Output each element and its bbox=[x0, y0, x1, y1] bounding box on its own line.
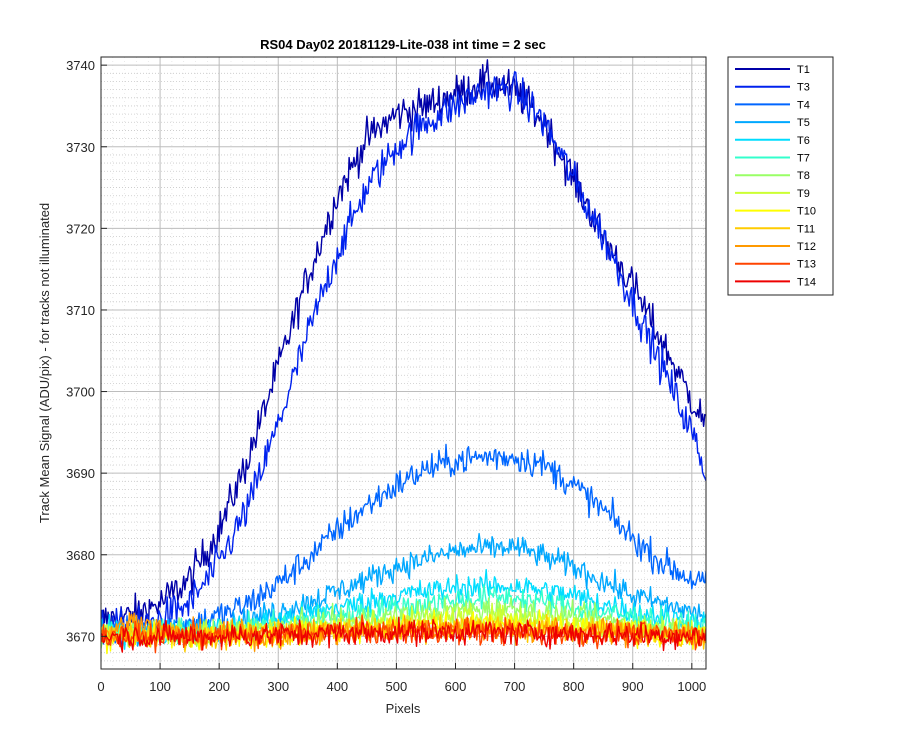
series-lines bbox=[101, 59, 706, 655]
x-tick-label: 0 bbox=[97, 679, 104, 694]
x-tick-label: 400 bbox=[326, 679, 348, 694]
legend-label-t13: T13 bbox=[797, 259, 816, 271]
series-line-t4 bbox=[101, 443, 706, 647]
legend-label-t8: T8 bbox=[797, 170, 810, 182]
series-line-t3 bbox=[101, 71, 706, 648]
legend-label-t12: T12 bbox=[797, 241, 816, 253]
x-tick-label: 900 bbox=[622, 679, 644, 694]
legend-label-t6: T6 bbox=[797, 135, 810, 147]
legend-label-t5: T5 bbox=[797, 117, 810, 129]
y-tick-label: 3710 bbox=[66, 303, 95, 318]
legend-label-t10: T10 bbox=[797, 206, 816, 218]
x-tick-label: 100 bbox=[149, 679, 171, 694]
y-tick-label: 3740 bbox=[66, 58, 95, 73]
y-tick-label: 3700 bbox=[66, 385, 95, 400]
x-axis-label: Pixels bbox=[386, 701, 421, 716]
legend-label-t9: T9 bbox=[797, 188, 810, 200]
x-axis: 0 100 200 300 400 500 600 700 800 900 1000 bbox=[97, 663, 706, 694]
y-tick-label: 3690 bbox=[66, 466, 95, 481]
legend-label-t14: T14 bbox=[797, 276, 816, 288]
x-tick-label: 1000 bbox=[677, 679, 706, 694]
x-tick-label: 300 bbox=[267, 679, 289, 694]
legend-label-t7: T7 bbox=[797, 153, 810, 165]
legend-label-t1: T1 bbox=[797, 64, 810, 76]
chart-title: RS04 Day02 20181129-Lite-038 int time = … bbox=[260, 37, 546, 52]
plot-frame bbox=[100, 56, 707, 670]
y-tick-label: 3680 bbox=[66, 548, 95, 563]
x-tick-label: 700 bbox=[504, 679, 526, 694]
legend-label-t11: T11 bbox=[797, 223, 815, 235]
y-tick-label: 3670 bbox=[66, 629, 95, 644]
legend: T1 T3 T4 T5 T6 T7 T8 T9 T10 T11 T12 T13 T14 bbox=[727, 56, 834, 296]
x-tick-label: 600 bbox=[445, 679, 467, 694]
x-tick-label: 800 bbox=[563, 679, 585, 694]
y-tick-label: 3720 bbox=[66, 221, 95, 236]
y-axis-label: Track Mean Signal (ADU/pix) - for tracks… bbox=[37, 203, 52, 523]
x-tick-label: 500 bbox=[386, 679, 408, 694]
legend-label-t3: T3 bbox=[797, 82, 810, 94]
y-tick-label: 3730 bbox=[66, 140, 95, 155]
x-tick-label: 200 bbox=[208, 679, 230, 694]
series-line-t14 bbox=[101, 616, 706, 653]
grid-lines bbox=[100, 56, 706, 670]
y-axis: 3670 3680 3690 3700 3710 3720 3730 3740 bbox=[66, 58, 107, 644]
legend-label-t4: T4 bbox=[797, 99, 810, 111]
plot-area bbox=[101, 57, 706, 669]
